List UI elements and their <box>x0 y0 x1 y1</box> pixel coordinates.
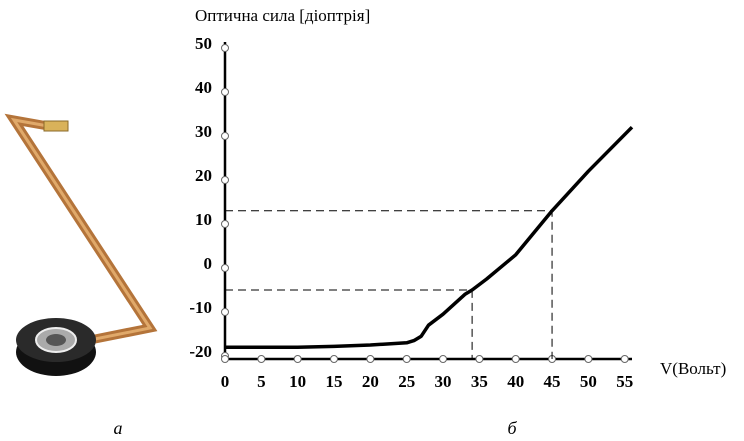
x-tick-label: 50 <box>580 372 597 391</box>
y-axis-label: Оптична сила [діоптрія] <box>195 6 370 25</box>
caption: а <box>114 418 123 438</box>
y-tick <box>222 133 229 140</box>
x-tick <box>476 356 483 363</box>
y-tick-label: 10 <box>195 210 212 229</box>
x-axis-label: V(Вольт) <box>660 359 726 378</box>
y-tick-label: 20 <box>195 166 212 185</box>
x-tick <box>294 356 301 363</box>
x-tick-label: 35 <box>471 372 488 391</box>
y-tick-label: 50 <box>195 34 212 53</box>
y-tick <box>222 89 229 96</box>
x-tick-label: 5 <box>257 372 266 391</box>
x-tick-label: 45 <box>544 372 561 391</box>
y-tick-label: 30 <box>195 122 212 141</box>
x-tick <box>512 356 519 363</box>
curve <box>225 127 632 347</box>
x-tick-label: 10 <box>289 372 306 391</box>
x-tick-label: 15 <box>326 372 343 391</box>
x-tick <box>621 356 628 363</box>
x-tick-label: 55 <box>616 372 633 391</box>
actuator-photo <box>14 120 150 376</box>
x-tick-label: 25 <box>398 372 415 391</box>
x-tick <box>258 356 265 363</box>
x-tick <box>403 356 410 363</box>
x-tick <box>367 356 374 363</box>
x-tick-label: 40 <box>507 372 524 391</box>
x-tick <box>440 356 447 363</box>
caption: б <box>507 418 517 438</box>
y-tick <box>222 177 229 184</box>
y-tick <box>222 265 229 272</box>
connector <box>44 121 68 131</box>
y-tick-label: -10 <box>189 298 212 317</box>
y-tick-label: 40 <box>195 78 212 97</box>
y-tick <box>222 221 229 228</box>
x-tick-label: 30 <box>435 372 452 391</box>
lens-center <box>46 334 66 346</box>
x-tick-label: 20 <box>362 372 379 391</box>
y-tick <box>222 45 229 52</box>
y-tick <box>222 309 229 316</box>
x-tick <box>585 356 592 363</box>
figure: Оптична сила [діоптрія] V(Вольт) а б -20… <box>0 0 744 441</box>
x-tick <box>331 356 338 363</box>
x-tick-label: 0 <box>221 372 230 391</box>
y-tick-label: -20 <box>189 342 212 361</box>
x-tick <box>222 356 229 363</box>
y-tick-label: 0 <box>204 254 213 273</box>
guide-line <box>225 211 552 359</box>
